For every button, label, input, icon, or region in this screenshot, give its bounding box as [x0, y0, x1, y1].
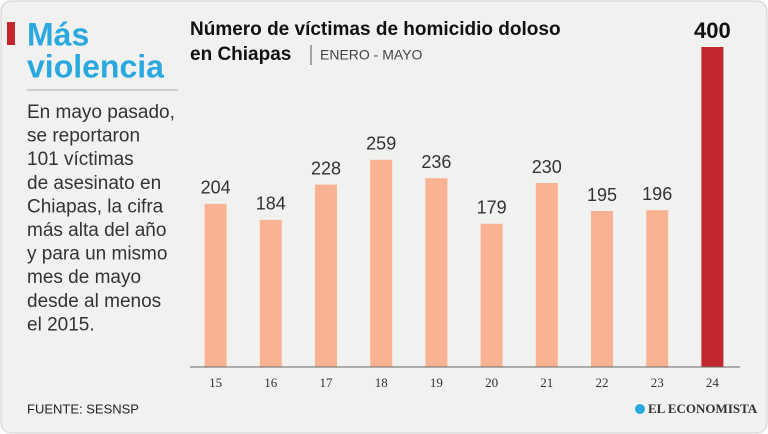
value-label: 196: [642, 184, 672, 204]
sidebar-text: mes de mayo: [27, 267, 141, 288]
value-label: 195: [587, 185, 617, 205]
sidebar-text: y para un mismo: [27, 244, 167, 265]
value-label: 236: [421, 152, 451, 172]
chart-title: en Chiapas: [190, 44, 291, 65]
sidebar-text: de asesinato en: [27, 173, 161, 194]
bar: [425, 178, 448, 367]
x-tick-label: 21: [540, 375, 553, 390]
sidebar-text: 101 víctimas: [27, 149, 134, 170]
source: FUENTE: SESNSP: [27, 401, 139, 416]
accent-bar: [7, 22, 15, 45]
sidebar-text: desde al menos: [27, 291, 161, 312]
value-label: 400: [694, 18, 731, 43]
value-label: 184: [256, 194, 286, 214]
bar: [646, 210, 669, 367]
sidebar-text: se reportaron: [27, 126, 140, 147]
x-tick-label: 24: [706, 375, 720, 390]
x-tick-label: 20: [485, 375, 498, 390]
sidebar-text: Chiapas, la cifra: [27, 196, 164, 217]
bar: [315, 184, 337, 367]
bar: [259, 219, 282, 367]
sidebar-text: más alta del año: [27, 220, 166, 241]
bar: [204, 203, 227, 367]
bar: [591, 211, 613, 367]
x-tick-label: 23: [651, 375, 664, 390]
value-label: 204: [201, 178, 231, 198]
sidebar-text: En mayo pasado,: [27, 102, 175, 123]
logo: EL ECONOMISTA: [648, 401, 758, 416]
x-tick-label: 15: [209, 375, 222, 390]
plot: 15 204 16 184 17 228 18 259 19 236 20 179 21 230 22 195…: [190, 18, 740, 390]
x-tick-label: 16: [264, 375, 278, 390]
bar: [480, 223, 503, 367]
chart-title: Número de víctimas de homicidio doloso: [190, 19, 561, 40]
value-label: 228: [311, 158, 341, 178]
value-label: 259: [366, 134, 396, 154]
x-tick-label: 22: [596, 375, 609, 390]
value-label: 179: [477, 198, 507, 218]
logo-icon: [635, 404, 645, 414]
value-label: 230: [532, 157, 562, 177]
x-tick-label: 17: [320, 375, 334, 390]
bar: [701, 47, 724, 367]
bar: [370, 159, 393, 367]
sidebar-title: violencia: [27, 48, 164, 84]
sidebar-text: el 2015.: [27, 314, 95, 335]
chart-subtitle: ENERO - MAYO: [320, 47, 423, 63]
sidebar-title: Más: [27, 16, 89, 52]
x-tick-label: 19: [430, 375, 443, 390]
bar: [535, 183, 558, 367]
x-tick-label: 18: [375, 375, 388, 390]
